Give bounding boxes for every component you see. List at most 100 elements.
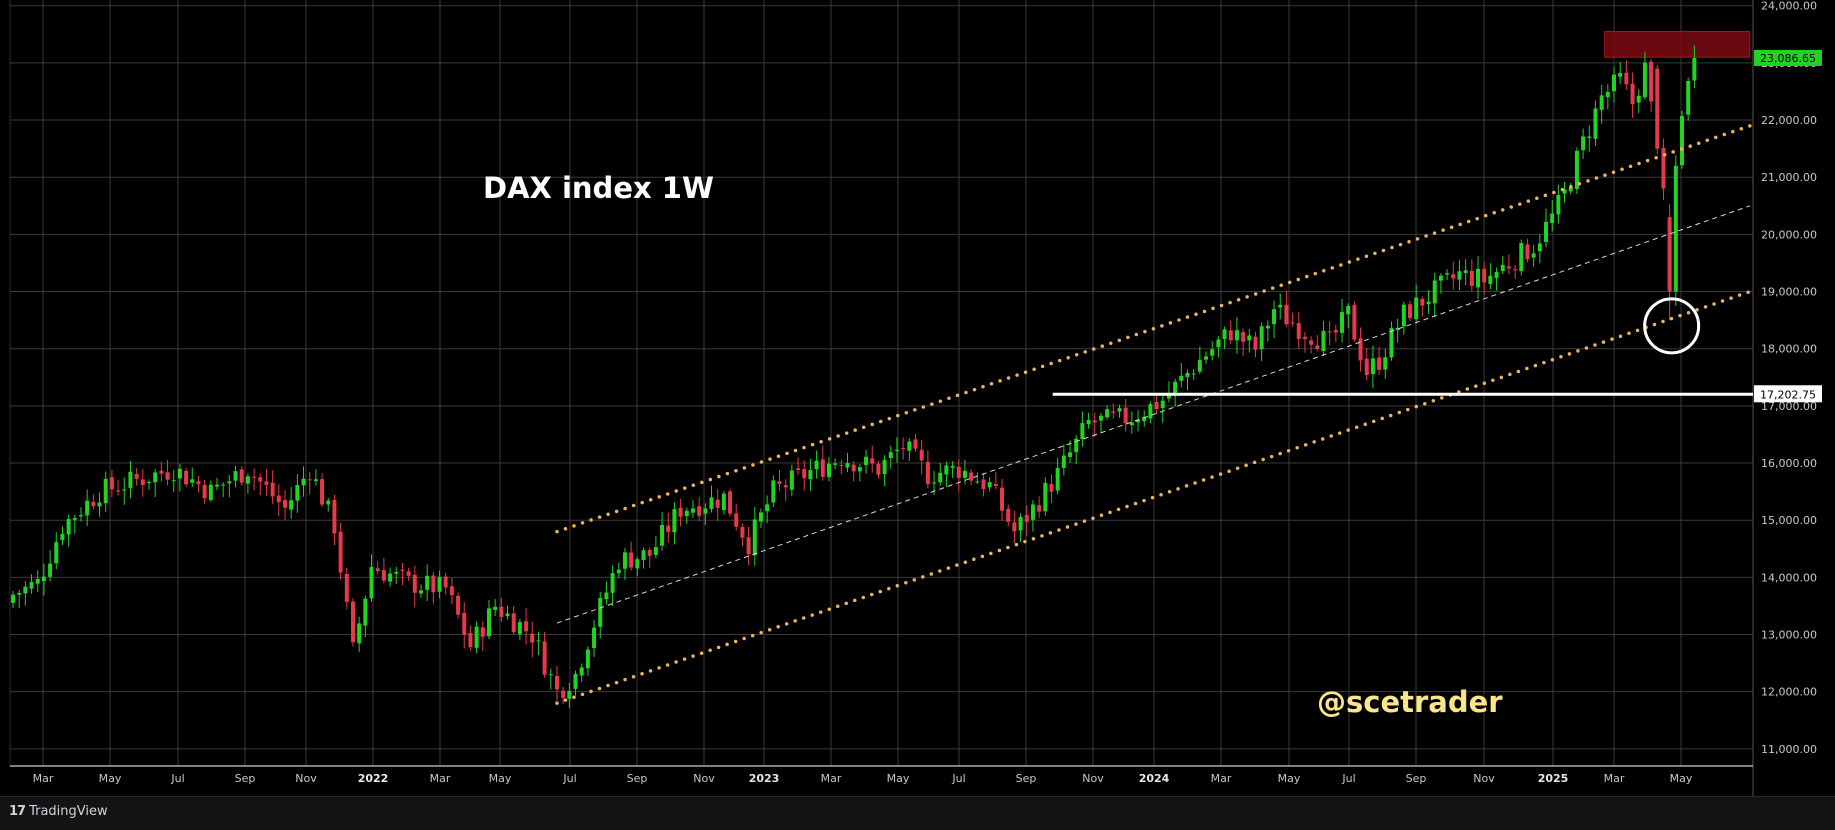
candle-body <box>1346 306 1351 315</box>
candle-body <box>598 597 603 627</box>
candle-body <box>17 593 22 595</box>
candle-body <box>1061 455 1066 468</box>
candle-body <box>140 479 145 486</box>
candle-body <box>826 463 831 478</box>
candle-body <box>765 504 770 512</box>
candle-body <box>1426 301 1431 305</box>
channel-midline[interactable] <box>556 205 1751 624</box>
candles <box>11 45 1697 708</box>
candle-body <box>1074 438 1079 453</box>
candle <box>221 482 226 498</box>
candle <box>1204 351 1209 364</box>
candle-body <box>493 606 498 610</box>
candle <box>97 492 102 517</box>
candle <box>140 469 145 497</box>
resistance-zone[interactable] <box>1604 30 1751 58</box>
candle <box>1197 346 1202 374</box>
candle-body <box>975 481 980 483</box>
candle <box>1055 457 1060 495</box>
candle-body <box>901 448 906 450</box>
candle <box>913 434 918 452</box>
candle-body <box>375 568 380 572</box>
candle-body <box>1420 298 1425 306</box>
candle <box>975 472 980 484</box>
candle <box>1148 401 1153 424</box>
candle-body <box>1605 91 1610 98</box>
candle <box>579 663 584 682</box>
x-tick-label: 2022 <box>358 772 389 785</box>
candle-body <box>956 466 961 478</box>
candle-body <box>1012 522 1017 532</box>
candle-body <box>610 573 615 593</box>
candle-body <box>1574 150 1579 190</box>
candle <box>1692 45 1697 89</box>
candle <box>109 469 114 498</box>
candle <box>1327 320 1332 346</box>
candle-body <box>1197 359 1202 372</box>
candle <box>1074 435 1079 465</box>
candle-body <box>703 508 708 514</box>
candle <box>857 463 862 482</box>
candle <box>437 570 442 599</box>
x-tick-label: May <box>887 772 910 785</box>
y-tick-label: 24,000.00 <box>1761 0 1817 13</box>
candle-body <box>690 508 695 513</box>
x-tick-label: 2024 <box>1139 772 1170 785</box>
candle-body <box>925 461 930 485</box>
x-tick-label: Sep <box>235 772 256 785</box>
candle-body <box>425 575 430 590</box>
chart-background <box>0 0 1835 796</box>
candle-body <box>888 452 893 459</box>
candle-body <box>456 595 461 615</box>
highlight-circle[interactable] <box>1643 297 1701 355</box>
candle-body <box>1098 415 1103 421</box>
y-tick-label: 14,000.00 <box>1761 571 1817 584</box>
channel-line[interactable] <box>555 124 1752 534</box>
x-axis: Mar May Jul Sep Nov 2022 Mar May Jul Sep Nov 2023 Ma… <box>10 765 1753 785</box>
candle <box>1488 263 1493 290</box>
candle <box>1531 245 1536 267</box>
candle <box>1179 363 1184 388</box>
candle <box>1049 474 1054 503</box>
candle <box>888 445 893 469</box>
candle <box>1358 327 1363 372</box>
candle <box>901 437 906 460</box>
candle <box>1377 346 1382 375</box>
candle-body <box>932 482 937 484</box>
candle-body <box>962 470 967 478</box>
candle <box>573 670 578 696</box>
x-tick-label: Jul <box>951 772 965 785</box>
channel-line[interactable] <box>555 289 1752 705</box>
candle <box>635 556 640 577</box>
candle-body <box>1673 165 1678 292</box>
candle-body <box>41 576 46 582</box>
y-tick-label: 19,000.00 <box>1761 286 1817 299</box>
candle-body <box>449 586 454 596</box>
candle-body <box>1030 504 1035 520</box>
candle <box>134 468 139 486</box>
candle <box>666 512 671 543</box>
candle <box>678 498 683 527</box>
candle <box>375 561 380 574</box>
candle-body <box>78 515 83 517</box>
candle-body <box>1612 74 1617 92</box>
candle <box>604 581 609 605</box>
y-tick-label: 22,000.00 <box>1761 114 1817 127</box>
tradingview-logo-icon: 17 <box>9 804 26 819</box>
price-chart[interactable]: 11,000.00 12,000.00 13,000.00 14,000.00 15,0… <box>0 0 1835 796</box>
candle <box>1105 405 1110 420</box>
candle <box>505 605 510 620</box>
candle-body <box>697 506 702 516</box>
y-tick-label: 17,000.00 <box>1761 400 1817 413</box>
candle-body <box>808 470 813 480</box>
x-tick-label: Mar <box>821 772 842 785</box>
candle <box>647 547 652 569</box>
candle <box>802 460 807 491</box>
candle-body <box>245 476 250 484</box>
candle <box>1618 61 1623 85</box>
candle-body <box>1587 136 1592 138</box>
tradingview-brand[interactable]: 17 TradingView <box>9 804 108 819</box>
candle <box>1581 128 1586 159</box>
candle-body <box>85 500 90 516</box>
candle <box>326 497 331 512</box>
